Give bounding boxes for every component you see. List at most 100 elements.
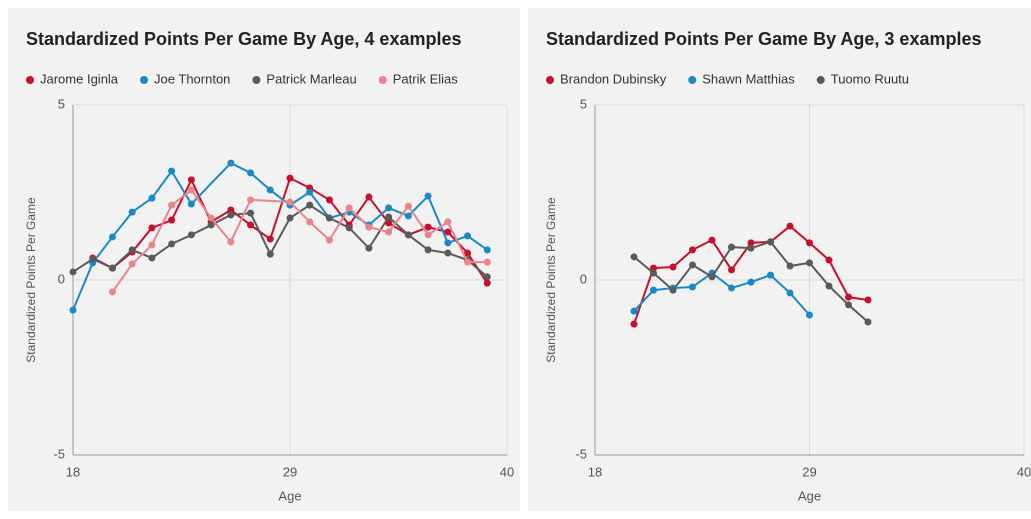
data-point <box>444 239 452 247</box>
data-point <box>786 222 794 230</box>
data-point <box>424 223 432 231</box>
legend-marker <box>816 76 825 84</box>
data-point <box>168 216 176 224</box>
data-point <box>728 243 735 251</box>
data-point <box>365 223 373 231</box>
x-tick-label: 18 <box>66 464 80 479</box>
legend-marker <box>546 76 554 84</box>
data-point <box>385 213 393 221</box>
data-point <box>365 244 373 252</box>
data-point <box>168 201 176 209</box>
legend-marker <box>688 76 697 84</box>
series-line <box>633 271 811 316</box>
legend-label: Patrik Elias <box>393 71 459 86</box>
data-point <box>747 278 755 286</box>
data-point <box>630 320 638 328</box>
data-point <box>864 318 872 326</box>
data-point <box>689 283 696 291</box>
data-point <box>227 211 235 219</box>
data-point <box>168 167 176 175</box>
y-axis-label: Standardized Points Per Game <box>544 197 558 363</box>
legend-marker <box>378 76 387 84</box>
data-point <box>444 228 452 236</box>
x-tick-label: 40 <box>500 464 514 479</box>
data-point <box>325 236 333 244</box>
data-point <box>108 233 116 241</box>
data-point <box>845 301 852 309</box>
y-tick-label: -5 <box>575 446 587 461</box>
data-point <box>306 188 314 196</box>
data-point <box>148 254 156 262</box>
data-point <box>168 240 176 248</box>
data-point <box>69 268 77 276</box>
y-tick-label: 5 <box>58 96 65 111</box>
data-point <box>424 231 432 239</box>
data-point <box>148 224 156 232</box>
data-point <box>786 262 794 270</box>
data-point <box>708 236 716 244</box>
data-point <box>187 176 195 184</box>
data-point <box>424 192 432 200</box>
data-point <box>424 246 432 254</box>
data-point <box>630 253 638 261</box>
data-point <box>227 238 235 246</box>
x-tick-label: 40 <box>1017 464 1031 479</box>
x-axis-label: Age <box>278 488 301 503</box>
data-point <box>187 231 195 239</box>
data-point <box>404 231 412 239</box>
data-point <box>306 218 314 226</box>
data-point <box>747 244 755 252</box>
data-point <box>825 256 833 264</box>
data-point <box>708 273 716 281</box>
data-point <box>650 264 657 272</box>
legend-label: Jarome Iginla <box>40 71 119 86</box>
x-tick-label: 29 <box>802 464 816 479</box>
data-point <box>148 194 156 202</box>
legend-label: Joe Thornton <box>154 71 230 86</box>
data-point <box>247 196 255 204</box>
data-point <box>266 235 274 243</box>
data-point <box>385 228 393 236</box>
legend-marker <box>140 76 149 84</box>
data-point <box>266 186 274 194</box>
legend-label: Tuomo Ruutu <box>831 71 909 86</box>
data-point <box>806 311 813 319</box>
data-point <box>767 238 774 246</box>
data-point <box>207 221 215 229</box>
legend-marker <box>26 76 34 84</box>
data-point <box>767 271 774 279</box>
data-point <box>385 204 393 212</box>
data-point <box>128 208 136 216</box>
data-point <box>345 204 353 212</box>
data-point <box>650 269 657 277</box>
data-point <box>806 259 813 267</box>
data-point <box>108 264 116 272</box>
x-tick-label: 29 <box>283 464 297 479</box>
data-point <box>69 306 77 314</box>
data-point <box>669 263 677 271</box>
data-point <box>444 249 452 257</box>
data-point <box>483 246 491 254</box>
y-tick-label: 0 <box>58 271 65 286</box>
data-point <box>247 221 255 229</box>
legend-label: Shawn Matthias <box>702 71 795 86</box>
chart-title: Standardized Points Per Game By Age, 4 e… <box>26 29 462 49</box>
y-tick-label: 5 <box>580 96 587 111</box>
data-point <box>650 286 657 294</box>
data-point <box>669 286 677 294</box>
data-point <box>286 198 294 206</box>
y-axis-label: Standardized Points Per Game <box>24 197 38 363</box>
y-tick-label: 0 <box>580 271 587 286</box>
data-point <box>845 293 852 301</box>
panel <box>528 8 1031 511</box>
data-point <box>365 193 373 201</box>
data-point <box>464 258 472 266</box>
data-point <box>825 282 833 290</box>
data-point <box>404 212 412 220</box>
x-tick-label: 18 <box>588 464 602 479</box>
data-point <box>747 239 755 247</box>
data-point <box>689 246 696 254</box>
data-point <box>187 200 195 208</box>
data-point <box>464 249 472 257</box>
